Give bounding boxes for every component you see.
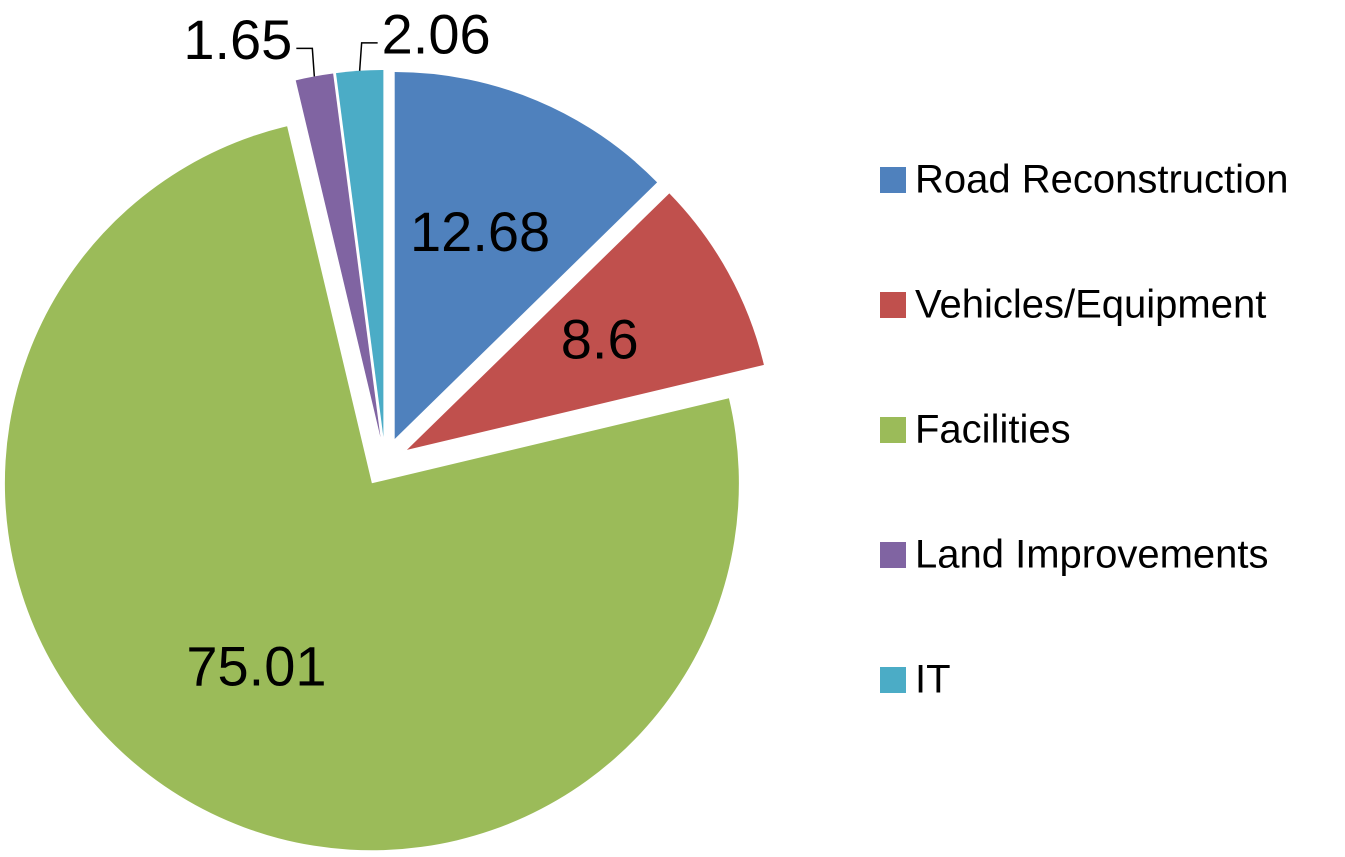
legend-swatch — [880, 167, 906, 193]
legend-label: Vehicles/Equipment — [915, 283, 1266, 327]
legend-label: Facilities — [915, 408, 1071, 452]
data-label: 75.01 — [186, 635, 326, 698]
pie-slice — [295, 73, 381, 438]
legend-label: Land Improvements — [915, 533, 1269, 577]
legend-swatch — [880, 417, 906, 443]
pie-slice — [336, 70, 384, 438]
data-label: 1.65 — [183, 8, 292, 71]
data-label: 12.68 — [410, 200, 550, 263]
legend-label: IT — [915, 658, 951, 702]
legend-swatch — [880, 292, 906, 318]
legend-swatch — [880, 542, 906, 568]
legend-swatch — [880, 667, 906, 693]
pie-slice — [394, 71, 658, 439]
leader-line — [296, 47, 316, 77]
leader-line — [358, 42, 378, 71]
pie-slice — [406, 193, 764, 450]
pie-slice — [4, 126, 739, 851]
data-label: 8.6 — [561, 307, 639, 370]
data-label: 2.06 — [382, 3, 491, 66]
legend-label: Road Reconstruction — [915, 158, 1289, 202]
